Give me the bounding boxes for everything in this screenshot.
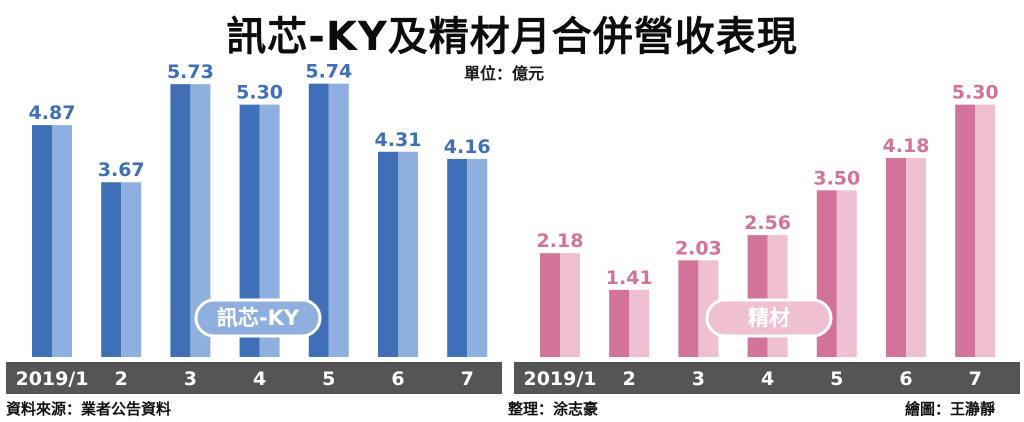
data-label: 4.16 xyxy=(444,136,491,158)
x-tick-label: 5 xyxy=(830,368,843,390)
legend-pill xyxy=(194,298,322,338)
x-axis-band xyxy=(6,362,502,394)
bar-highlight xyxy=(259,104,280,357)
chart-title: 訊芯-KY及精材月合併營收表現 xyxy=(226,14,798,60)
bar xyxy=(170,84,191,358)
data-label: 4.31 xyxy=(375,129,422,151)
x-tick-label: 6 xyxy=(899,368,912,390)
x-tick-label: 3 xyxy=(184,368,197,390)
bar-highlight xyxy=(767,235,788,357)
bar xyxy=(239,104,260,357)
x-tick-label: 4 xyxy=(761,368,774,390)
chart-panel-1: 4.87 2019/1 3.67 2 5.73 3 5.30 4 5.74 5 4.31 6 4.16 7… xyxy=(6,61,502,394)
bar xyxy=(886,157,906,357)
x-tick-label: 2019/1 xyxy=(15,368,88,390)
bar xyxy=(447,158,468,357)
legend-label: 訊芯-KY xyxy=(217,306,300,330)
legend-label: 精材 xyxy=(748,306,790,330)
legend-pill xyxy=(705,298,833,338)
x-tick-label: 5 xyxy=(322,368,335,390)
data-label: 2.03 xyxy=(675,237,722,259)
editor-credit: 整理：涂志豪 xyxy=(508,400,599,418)
bar-highlight xyxy=(398,151,418,357)
bar xyxy=(955,104,976,357)
data-label: 5.74 xyxy=(305,61,352,83)
bar xyxy=(308,83,329,358)
bar-highlight xyxy=(467,158,488,357)
bar-highlight xyxy=(560,253,580,357)
bar-highlight xyxy=(121,182,142,357)
x-axis-band xyxy=(514,362,1020,394)
data-label: 4.87 xyxy=(29,102,76,124)
data-label: 2.56 xyxy=(744,212,791,234)
source-note: 資料來源：業者公告資料 xyxy=(6,400,172,418)
bar-highlight xyxy=(52,125,72,357)
illustrator-credit: 繪圖：王瀞靜 xyxy=(905,400,996,418)
x-tick-label: 6 xyxy=(391,368,404,390)
bar-highlight xyxy=(629,289,650,357)
data-label: 5.30 xyxy=(236,82,283,104)
x-tick-label: 2 xyxy=(115,368,128,390)
data-label: 4.18 xyxy=(883,135,930,157)
bar-highlight xyxy=(836,190,857,357)
data-label: 2.18 xyxy=(537,230,584,252)
data-label: 3.67 xyxy=(98,159,145,181)
bar xyxy=(747,235,768,357)
x-tick-label: 2019/1 xyxy=(523,368,596,390)
chart-panel-2: 2.18 2019/1 1.41 2 2.03 3 2.56 4 3.50 5 4.18 6 5.30 7… xyxy=(514,82,1020,394)
bar xyxy=(101,182,122,357)
unit-label: 單位：億元 xyxy=(464,64,545,83)
data-label: 1.41 xyxy=(606,267,653,289)
bar-highlight xyxy=(906,157,926,357)
x-tick-label: 4 xyxy=(253,368,266,390)
x-tick-label: 7 xyxy=(461,368,474,390)
bar xyxy=(540,253,560,357)
x-tick-label: 2 xyxy=(623,368,636,390)
bar xyxy=(609,289,630,357)
bar xyxy=(678,260,699,357)
data-label: 3.50 xyxy=(813,167,860,189)
x-tick-label: 7 xyxy=(969,368,982,390)
data-label: 5.30 xyxy=(952,82,999,104)
bar-highlight xyxy=(975,104,996,357)
bar-highlight xyxy=(328,83,349,358)
bar xyxy=(32,125,52,357)
x-tick-label: 3 xyxy=(692,368,705,390)
bar-highlight xyxy=(190,84,211,358)
bar xyxy=(378,151,398,357)
data-label: 5.73 xyxy=(167,61,214,83)
